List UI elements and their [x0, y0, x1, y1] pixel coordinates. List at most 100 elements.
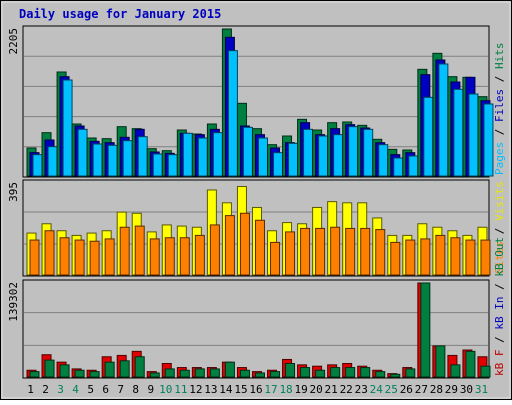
- x-tick-label: 27: [415, 383, 428, 396]
- bar-sites-day-24: [375, 229, 386, 276]
- bar-sites-day-6: [104, 238, 115, 276]
- bar-pages-day-26: [408, 155, 419, 177]
- legend-part: Files: [493, 89, 506, 122]
- panel-kbytes: 139302 kB F / kB In / kB Out: [7, 237, 506, 379]
- x-tick-label: 28: [430, 383, 443, 396]
- bar-kb-out-day-4: [74, 369, 85, 378]
- panel-background: [22, 279, 490, 379]
- x-tick-label: 14: [219, 383, 233, 396]
- bar-sites-day-25: [390, 241, 401, 276]
- chart-title: Daily usage for January 2015: [19, 7, 221, 21]
- x-tick-label: 11: [174, 383, 187, 396]
- legend-part: Sites: [493, 241, 506, 274]
- bar-pages-day-16: [257, 137, 268, 177]
- bar-sites-day-12: [194, 234, 205, 276]
- x-tick-label: 16: [249, 383, 262, 396]
- legend-part: Pages: [493, 142, 506, 175]
- bar-pages-day-7: [122, 140, 133, 177]
- legend-label-kbytes: kB F / kB In / kB Out: [493, 237, 506, 376]
- x-tick-label: 24: [370, 383, 384, 396]
- bar-sites-day-10: [164, 237, 175, 276]
- bar-kb-out-day-14: [224, 361, 235, 378]
- bar-sites-day-17: [270, 241, 281, 276]
- legend-part: Visits: [493, 181, 506, 221]
- bar-pages-day-4: [77, 128, 88, 177]
- y-max-label: 139302: [7, 282, 20, 322]
- bar-sites-day-23: [360, 227, 371, 276]
- bar-pages-day-23: [363, 128, 374, 177]
- x-tick-label: 17: [264, 383, 277, 396]
- bar-pages-day-3: [62, 79, 73, 177]
- bar-pages-day-14: [227, 50, 238, 177]
- y-max-label: 2205: [7, 28, 20, 55]
- chart-panels: 2205 Pages / Files / Hits 395 Sites / Visit…: [7, 25, 506, 379]
- legend-part: kB F: [493, 350, 506, 377]
- bar-kb-out-day-15: [239, 369, 250, 378]
- bar-kb-out-day-28: [435, 345, 446, 378]
- bar-pages-day-15: [242, 126, 253, 177]
- panel-hits-files-pages: 2205 Pages / Files / Hits: [7, 25, 506, 178]
- bar-kb-out-day-1: [29, 371, 40, 378]
- bar-pages-day-20: [318, 135, 329, 177]
- legend-part: kB In: [493, 297, 506, 330]
- bar-sites-day-3: [59, 237, 70, 276]
- bar-sites-day-18: [285, 231, 296, 276]
- bar-sites-day-27: [420, 238, 431, 276]
- x-tick-label: 21: [325, 383, 338, 396]
- bar-sites-day-26: [405, 239, 416, 276]
- legend-part: kB Out: [493, 237, 506, 277]
- bar-kb-out-day-16: [254, 372, 265, 378]
- panel-visits-sites: 395 Sites / Visits: [7, 179, 506, 277]
- legend-label-hits-files-pages: Pages / Files / Hits: [493, 43, 506, 176]
- bar-pages-day-1: [32, 154, 43, 177]
- bar-pages-day-30: [468, 93, 479, 177]
- bar-pages-day-18: [288, 142, 299, 177]
- x-tick-label: 30: [460, 383, 473, 396]
- x-tick-label: 5: [87, 383, 94, 396]
- bar-kb-out-day-6: [104, 361, 115, 378]
- bar-pages-day-13: [212, 132, 223, 177]
- x-tick-label: 18: [279, 383, 292, 396]
- bar-sites-day-16: [254, 219, 265, 276]
- bar-sites-day-1: [29, 239, 40, 276]
- bar-pages-day-17: [273, 152, 284, 177]
- y-max-label: 395: [7, 182, 20, 202]
- bar-pages-day-12: [197, 137, 208, 177]
- bar-sites-day-13: [209, 224, 220, 276]
- bar-kb-out-day-7: [119, 360, 130, 378]
- x-tick-label: 7: [117, 383, 124, 396]
- bar-pages-day-9: [152, 153, 163, 177]
- bar-sites-day-8: [134, 225, 145, 276]
- bar-sites-day-29: [450, 237, 461, 276]
- bar-pages-day-8: [137, 136, 148, 177]
- x-tick-label: 12: [189, 383, 202, 396]
- bar-sites-day-31: [480, 239, 491, 276]
- x-tick-label: 3: [57, 383, 64, 396]
- x-tick-label: 8: [132, 383, 139, 396]
- bar-kb-out-day-11: [179, 369, 190, 378]
- x-tick-label: 29: [445, 383, 458, 396]
- bar-kb-out-day-5: [89, 371, 100, 378]
- x-tick-label: 10: [159, 383, 172, 396]
- bar-kb-out-day-26: [405, 368, 416, 378]
- bar-kb-out-day-21: [330, 367, 341, 378]
- bar-pages-day-25: [393, 157, 404, 177]
- bar-pages-day-27: [423, 96, 434, 177]
- bar-pages-day-31: [483, 103, 494, 177]
- bar-sites-day-21: [330, 226, 341, 276]
- legend-part: /: [493, 277, 506, 297]
- bar-sites-day-2: [44, 230, 55, 276]
- bar-sites-day-19: [300, 227, 311, 276]
- legend-part: /: [493, 69, 506, 89]
- x-tick-label: 25: [385, 383, 398, 396]
- x-tick-label: 23: [355, 383, 368, 396]
- bar-pages-day-10: [167, 154, 178, 177]
- bar-sites-day-7: [119, 226, 130, 276]
- bar-kb-out-day-3: [59, 364, 70, 378]
- bar-kb-out-day-13: [209, 368, 220, 378]
- bar-kb-out-day-9: [149, 372, 160, 378]
- bar-sites-day-28: [435, 234, 446, 276]
- bar-pages-day-21: [333, 134, 344, 177]
